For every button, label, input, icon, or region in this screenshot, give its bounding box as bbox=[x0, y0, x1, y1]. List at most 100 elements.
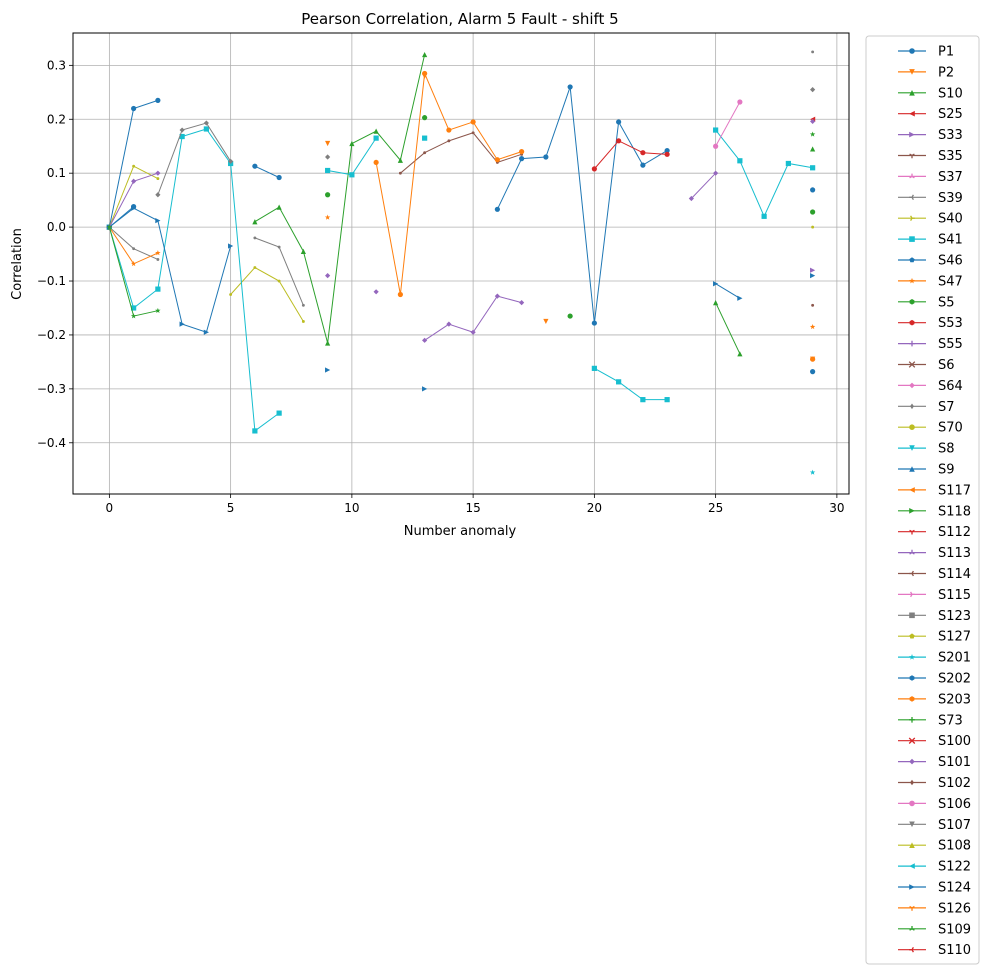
y-tick-label: 0.0 bbox=[47, 220, 66, 234]
legend-label: S5 bbox=[938, 295, 955, 310]
legend-entry-S25: S25 bbox=[898, 107, 963, 122]
legend-label: S127 bbox=[938, 630, 971, 645]
data-point-S41 bbox=[325, 167, 331, 174]
legend-entry-S106: S106 bbox=[898, 797, 971, 812]
legend-entry-S33: S33 bbox=[898, 128, 963, 143]
legend-entry-S110: S110 bbox=[898, 943, 971, 958]
legend-label: S41 bbox=[938, 233, 963, 248]
data-point-S101 bbox=[155, 170, 161, 176]
data-point-S101 bbox=[325, 273, 331, 279]
data-point-S114 bbox=[447, 139, 451, 143]
data-point-S114 bbox=[423, 151, 427, 155]
legend-marker bbox=[910, 779, 914, 786]
legend-marker bbox=[909, 153, 915, 159]
data-point-S53 bbox=[640, 150, 646, 156]
legend-entry-S117: S117 bbox=[898, 483, 971, 498]
series-line-P1 bbox=[254, 165, 280, 178]
series-S53 bbox=[591, 138, 670, 172]
data-point-S10 bbox=[373, 128, 379, 134]
series-S10 bbox=[106, 51, 816, 357]
data-point-S47 bbox=[324, 214, 331, 220]
legend-label: S110 bbox=[938, 943, 971, 958]
legend-label: S202 bbox=[938, 672, 971, 687]
legend-label: S124 bbox=[938, 881, 971, 896]
legend-marker bbox=[909, 424, 915, 431]
data-point-S39 bbox=[132, 247, 136, 251]
legend-label: S46 bbox=[938, 254, 963, 269]
legend-marker bbox=[909, 445, 915, 451]
legend-label: S37 bbox=[938, 170, 963, 185]
legend-label: S100 bbox=[938, 734, 971, 749]
legend-marker bbox=[909, 508, 915, 514]
data-point-S47 bbox=[155, 250, 161, 256]
legend-marker bbox=[909, 110, 915, 117]
legend-marker bbox=[909, 69, 915, 75]
series-line-S124 bbox=[715, 283, 741, 299]
legend-entry-S122: S122 bbox=[898, 860, 971, 875]
x-tick-label: 25 bbox=[708, 501, 723, 515]
data-point-S7 bbox=[228, 158, 234, 164]
data-point-S46 bbox=[810, 369, 816, 375]
legend-entry-S39: S39 bbox=[898, 191, 963, 206]
legend-label: P1 bbox=[938, 45, 954, 60]
data-point-S106 bbox=[737, 99, 743, 105]
data-point-S10 bbox=[737, 351, 743, 357]
data-point-S41 bbox=[616, 379, 622, 385]
data-point-S101 bbox=[688, 195, 694, 202]
legend-entry-P1: P1 bbox=[898, 45, 954, 60]
series-S124 bbox=[106, 205, 816, 392]
data-point-S109 bbox=[130, 313, 137, 319]
legend-entry-S124: S124 bbox=[898, 881, 971, 896]
series-line-S53 bbox=[594, 140, 668, 170]
data-point-S39 bbox=[277, 245, 281, 249]
grid-lines bbox=[73, 33, 849, 494]
legend-marker bbox=[909, 48, 915, 54]
data-point-S109 bbox=[106, 224, 113, 230]
legend-label: S47 bbox=[938, 274, 963, 289]
legend-entry-S127: S127 bbox=[898, 630, 971, 645]
data-point-S7 bbox=[810, 87, 816, 93]
data-point-S40 bbox=[301, 320, 305, 323]
data-point-S40 bbox=[253, 266, 257, 269]
legend-marker bbox=[908, 737, 916, 744]
legend-entry-S112: S112 bbox=[898, 525, 971, 540]
data-point-S47 bbox=[130, 260, 137, 267]
legend-entry-S8: S8 bbox=[898, 442, 955, 457]
legend-label: S55 bbox=[938, 337, 963, 352]
legend-entry-S113: S113 bbox=[898, 546, 971, 561]
y-axis-label: Correlation bbox=[10, 228, 25, 300]
legend-marker bbox=[909, 549, 915, 555]
data-point-S53 bbox=[591, 166, 597, 172]
series-S201 bbox=[809, 469, 816, 475]
data-point-S203 bbox=[373, 159, 379, 166]
data-point-S101 bbox=[810, 118, 816, 125]
data-point-S10 bbox=[252, 219, 258, 225]
data-point-S7 bbox=[203, 120, 209, 126]
data-point-S41 bbox=[591, 365, 597, 371]
data-point-S39 bbox=[301, 303, 305, 307]
legend-entry-S53: S53 bbox=[898, 316, 963, 331]
data-point-S40 bbox=[277, 279, 281, 283]
chart-title: Pearson Correlation, Alarm 5 Fault - shi… bbox=[301, 10, 618, 28]
data-point-S40 bbox=[229, 293, 233, 296]
legend-marker bbox=[909, 487, 915, 493]
series-line-S41 bbox=[108, 128, 280, 432]
legend-marker bbox=[910, 403, 914, 410]
legend-marker bbox=[909, 612, 915, 619]
legend-entry-S35: S35 bbox=[898, 149, 963, 164]
data-point-S109 bbox=[155, 307, 161, 313]
legend-marker bbox=[909, 842, 915, 848]
series-line-S40 bbox=[230, 266, 304, 322]
data-point-S203 bbox=[397, 291, 403, 298]
data-point-P1 bbox=[810, 187, 816, 193]
legend-label: S203 bbox=[938, 692, 971, 707]
data-point-S53 bbox=[616, 138, 622, 144]
y-tick-label: −0.2 bbox=[37, 328, 66, 342]
data-point-S203 bbox=[494, 157, 500, 163]
data-point-S41 bbox=[276, 410, 282, 416]
data-point-S41 bbox=[664, 397, 670, 403]
data-point-S41 bbox=[713, 127, 719, 133]
series-S7 bbox=[106, 87, 816, 230]
legend-marker bbox=[909, 319, 915, 326]
